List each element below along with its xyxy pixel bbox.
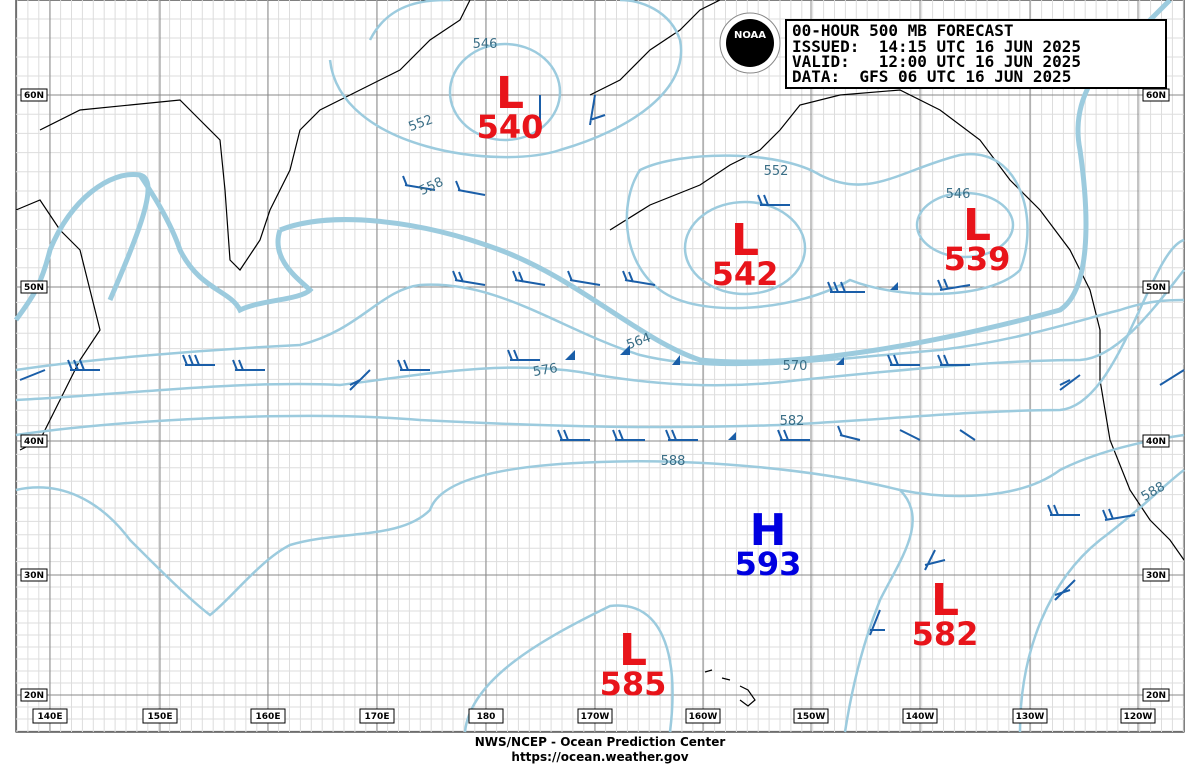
header-issued: ISSUED: 14:15 UTC 16 JUN 2025 xyxy=(792,37,1081,56)
center-value: 542 xyxy=(712,255,779,293)
footer-org: NWS/NCEP - Ocean Prediction Center xyxy=(475,735,726,749)
lon-label-box xyxy=(1120,708,1156,724)
lat-label: 40N xyxy=(1146,437,1166,447)
lon-label: 180 xyxy=(477,712,496,722)
center-symbol: L xyxy=(963,200,991,251)
center-value: 582 xyxy=(912,615,979,653)
lon-label-box xyxy=(142,708,178,724)
center-symbol: L xyxy=(619,625,647,676)
lon-label: 170W xyxy=(581,712,610,722)
footer-url: https://ocean.weather.gov xyxy=(511,750,688,764)
lat-label-box xyxy=(20,688,48,702)
lat-label: 60N xyxy=(1146,91,1166,101)
lon-label-box xyxy=(1012,708,1048,724)
wind-barbs xyxy=(19,94,1185,636)
lon-label: 140E xyxy=(38,712,63,722)
lon-label-box xyxy=(359,708,395,724)
lat-label: 50N xyxy=(1146,283,1166,293)
center-symbol: L xyxy=(496,68,524,119)
lat-label-box xyxy=(20,280,48,294)
lat-label: 20N xyxy=(24,691,44,701)
lon-label: 170E xyxy=(365,712,390,722)
lon-label: 160E xyxy=(256,712,281,722)
contour xyxy=(463,604,674,733)
lat-label-box xyxy=(1142,688,1170,702)
center-symbol: H xyxy=(750,505,787,556)
lon-label: 160W xyxy=(689,712,718,722)
lat-label: 30N xyxy=(24,571,44,581)
coastline xyxy=(589,0,721,96)
header-title: 00-HOUR 500 MB FORECAST xyxy=(792,21,1014,40)
lat-label-box xyxy=(20,568,48,582)
lon-label-box xyxy=(902,708,938,724)
islands xyxy=(704,669,756,707)
contour-label: 546 xyxy=(946,187,971,202)
lon-label-box xyxy=(32,708,68,724)
contour xyxy=(683,200,807,296)
lat-label: 60N xyxy=(24,91,44,101)
wind-barb xyxy=(19,94,1185,636)
lat-label: 50N xyxy=(24,283,44,293)
center-value: 585 xyxy=(600,665,667,703)
contour-label: 570 xyxy=(783,359,808,374)
logo-inner xyxy=(726,19,774,67)
header-box xyxy=(785,19,1167,89)
header-data: DATA: GFS 06 UTC 16 JUN 2025 xyxy=(792,67,1071,86)
lat-label: 40N xyxy=(24,437,44,447)
lon-label-box xyxy=(577,708,613,724)
grid xyxy=(16,0,1184,732)
lat-label-box xyxy=(20,434,48,448)
lon-label-box xyxy=(793,708,829,724)
center-symbol: L xyxy=(931,575,959,626)
contour xyxy=(1018,468,1185,733)
contour-label: 546 xyxy=(473,37,498,52)
lat-label: 30N xyxy=(1146,571,1166,581)
lon-label: 150E xyxy=(148,712,173,722)
coastline xyxy=(15,199,101,451)
contour-label: 576 xyxy=(532,361,559,380)
lat-label-box xyxy=(1142,280,1170,294)
lon-label: 140W xyxy=(906,712,935,722)
contour xyxy=(328,0,683,159)
coastline xyxy=(39,0,471,271)
contour xyxy=(15,269,1185,402)
contour xyxy=(15,283,1185,372)
center-value: 540 xyxy=(477,108,544,146)
lat-label: 20N xyxy=(1146,691,1166,701)
lon-label: 120W xyxy=(1124,712,1153,722)
logo-text: NOAA xyxy=(734,30,766,41)
lat-label-box xyxy=(1142,568,1170,582)
contour xyxy=(15,238,1185,437)
header-valid: VALID: 12:00 UTC 16 JUN 2025 xyxy=(792,52,1081,71)
lat-label-box xyxy=(20,88,48,102)
center-value: 593 xyxy=(735,545,802,583)
contour xyxy=(137,173,314,314)
contour xyxy=(448,42,562,142)
contour xyxy=(625,152,1029,310)
contour xyxy=(915,191,1015,259)
contour-label: 582 xyxy=(780,414,805,429)
lon-label: 150W xyxy=(797,712,826,722)
contour-label: 588 xyxy=(661,454,686,469)
contour-label: 552 xyxy=(764,164,789,179)
lon-label-box xyxy=(468,708,504,724)
lon-label-box xyxy=(250,708,286,724)
center-symbol: L xyxy=(731,215,759,266)
lon-label-box xyxy=(685,708,721,724)
lon-label: 130W xyxy=(1016,712,1045,722)
lat-label-box xyxy=(1142,434,1170,448)
center-value: 539 xyxy=(944,240,1011,278)
